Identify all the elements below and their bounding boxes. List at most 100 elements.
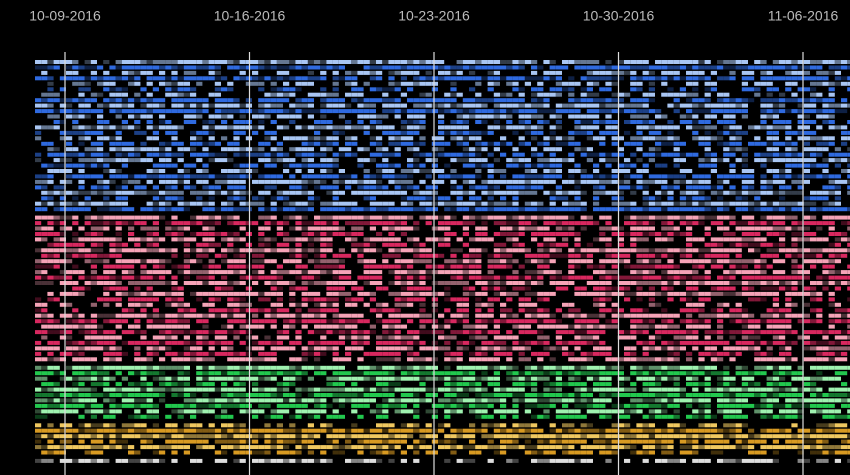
cell [97, 248, 104, 253]
cell [35, 103, 42, 108]
cell [543, 242, 550, 247]
cell [580, 179, 587, 184]
cell [369, 242, 376, 247]
cell [512, 179, 519, 184]
cell [109, 109, 116, 114]
cell [828, 275, 835, 280]
cell [276, 87, 283, 92]
cell [710, 207, 717, 212]
cell [847, 335, 850, 340]
cell [493, 324, 500, 329]
cell [673, 141, 680, 146]
cell [314, 92, 321, 97]
cell [772, 87, 779, 92]
cell [710, 163, 717, 168]
cell [704, 324, 711, 329]
cell [221, 248, 228, 253]
cell [376, 232, 383, 236]
cell [171, 179, 178, 184]
cell [580, 174, 587, 179]
cell [531, 207, 538, 212]
cell [400, 286, 407, 291]
cell [456, 109, 463, 114]
cell [574, 125, 581, 130]
cell [642, 291, 649, 296]
cell [655, 136, 662, 141]
cell [586, 215, 593, 220]
cell [283, 242, 290, 247]
cell [586, 147, 593, 152]
cell [196, 190, 203, 195]
cell [710, 221, 717, 226]
cell [400, 125, 407, 130]
cell [760, 221, 767, 226]
cell [469, 174, 476, 179]
cell [791, 232, 798, 236]
cell [425, 291, 432, 296]
cell [574, 207, 581, 212]
cell [332, 130, 339, 135]
cell [103, 185, 110, 190]
cell [828, 174, 835, 179]
cell [326, 185, 333, 190]
cell [847, 130, 850, 135]
cell [686, 308, 693, 313]
cell [605, 259, 612, 264]
cell [177, 308, 184, 313]
cell [128, 313, 135, 318]
cell [723, 253, 730, 258]
cell [388, 264, 395, 269]
cell [574, 130, 581, 135]
cell [59, 226, 66, 231]
cell [314, 302, 321, 307]
cell [208, 291, 215, 296]
cell [351, 237, 358, 242]
cell [841, 125, 848, 130]
cell [500, 169, 507, 173]
cell [574, 313, 581, 318]
cell [196, 270, 203, 275]
cell [103, 76, 110, 81]
cell [258, 259, 265, 264]
cell [555, 158, 562, 163]
cell [394, 324, 401, 329]
cell [140, 237, 147, 242]
cell [493, 291, 500, 296]
cell [152, 275, 159, 280]
cell [748, 232, 755, 236]
cell [159, 281, 166, 285]
cell [103, 221, 110, 226]
cell [208, 76, 215, 81]
cell [531, 147, 538, 152]
cell [208, 196, 215, 201]
cell [506, 259, 513, 264]
cell [655, 147, 662, 152]
cell [159, 196, 166, 201]
cell [779, 185, 786, 190]
cell [785, 286, 792, 291]
cell [692, 60, 699, 64]
cell [165, 179, 172, 184]
cell [481, 226, 488, 231]
cell [47, 196, 54, 201]
cell [828, 185, 835, 190]
cell [407, 109, 414, 114]
cell [66, 103, 73, 108]
cell [121, 242, 128, 247]
cell [481, 147, 488, 152]
cell [264, 319, 271, 324]
cell [301, 136, 308, 141]
cell [307, 248, 314, 253]
cell [698, 275, 705, 280]
cell [407, 136, 414, 141]
cell [134, 215, 141, 220]
cell [239, 291, 246, 296]
cell [140, 313, 147, 318]
cell [617, 259, 624, 264]
cell [369, 158, 376, 163]
cell [593, 109, 600, 114]
cell [35, 98, 42, 103]
cell [307, 60, 314, 64]
cell [741, 340, 748, 345]
cell [642, 70, 649, 75]
